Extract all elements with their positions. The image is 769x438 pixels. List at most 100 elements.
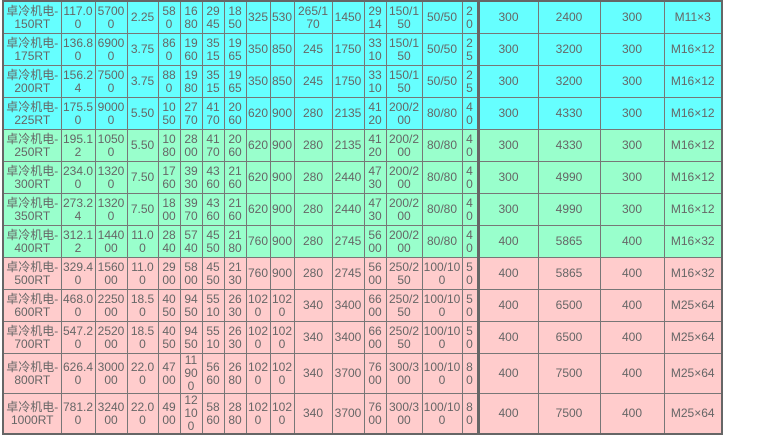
table-cell: 850 — [269, 33, 295, 66]
model-name-cell: 卓冷机电-175RT — [2, 33, 62, 66]
table-cell: 2135 — [331, 129, 365, 162]
table-row: 卓冷机电-800RT 626.40 300000 22.00 4700 11900 5660… — [2, 353, 723, 394]
table-row: 卓冷机电-200RT 156.24 75000 3.75 880 1980 3515 1965… — [2, 65, 723, 98]
table-cell: 200/200 — [385, 97, 423, 130]
table-cell: 200/200 — [385, 193, 423, 226]
table-cell: 4330 — [537, 97, 601, 130]
table-cell: 4050 — [157, 321, 181, 354]
table-cell: 2130 — [223, 257, 247, 290]
table-cell: 10500 — [94, 129, 128, 162]
table-cell: 90000 — [94, 97, 128, 130]
table-cell: 300 — [476, 33, 539, 66]
table-cell: 40 — [461, 225, 479, 258]
table-cell: 80/80 — [421, 129, 463, 162]
table-cell: 80 — [461, 353, 479, 394]
table-cell: 3515 — [201, 65, 225, 98]
table-cell: 350 — [245, 65, 271, 98]
table-cell: 547.20 — [60, 321, 96, 354]
table-cell: 4700 — [157, 353, 181, 394]
table-cell: 156.24 — [60, 65, 96, 98]
table-row: 卓冷机电-400RT 312.12 144000 11.00 2840 5740 4550 2… — [2, 225, 723, 258]
table-cell: 22.00 — [126, 393, 159, 435]
table-cell: 400 — [476, 393, 539, 435]
table-cell: M25×64 — [663, 289, 723, 322]
table-cell: 1020 — [245, 393, 271, 435]
table-cell: 300 — [599, 65, 665, 98]
table-cell: 1980 — [179, 65, 203, 98]
table-cell: 900 — [269, 257, 295, 290]
table-cell: 7.50 — [126, 193, 159, 226]
table-cell: 580 — [157, 0, 181, 34]
table-cell: 3930 — [179, 161, 203, 194]
table-cell: 6500 — [537, 289, 601, 322]
table-cell: 4360 — [201, 193, 225, 226]
model-name-cell: 卓冷机电-300RT — [2, 161, 62, 194]
table-cell: 280 — [293, 129, 333, 162]
table-cell: 2840 — [157, 225, 181, 258]
table-cell: 50/50 — [421, 33, 463, 66]
table-cell: M25×64 — [663, 321, 723, 354]
table-cell: 280 — [293, 225, 333, 258]
table-cell: 4900 — [157, 393, 181, 435]
table-cell: M25×64 — [663, 393, 723, 435]
table-cell: 250/250 — [385, 321, 423, 354]
table-cell: 5865 — [537, 225, 601, 258]
table-cell: M16×12 — [663, 193, 723, 226]
table-cell: 12100 — [179, 393, 203, 435]
table-cell: 80/80 — [421, 97, 463, 130]
table-cell: 300 — [599, 193, 665, 226]
table-cell: 1850 — [223, 0, 247, 34]
table-cell: 265/170 — [293, 0, 333, 34]
table-cell: 325 — [245, 0, 271, 34]
table-cell: 18.50 — [126, 289, 159, 322]
table-cell: 300 — [476, 129, 539, 162]
table-cell: 50 — [461, 321, 479, 354]
model-name-cell: 卓冷机电-400RT — [2, 225, 62, 258]
table-cell: 20 — [461, 0, 479, 34]
table-cell: M16×12 — [663, 129, 723, 162]
table-cell: 4730 — [363, 161, 387, 194]
table-cell: 250/250 — [385, 257, 423, 290]
table-cell: M16×12 — [663, 97, 723, 130]
table-cell: 300 — [476, 161, 539, 194]
table-cell: 3200 — [537, 65, 601, 98]
table-cell: 1750 — [331, 33, 365, 66]
table-cell: 195.12 — [60, 129, 96, 162]
table-cell: 18.50 — [126, 321, 159, 354]
table-cell: 329.40 — [60, 257, 96, 290]
table-cell: 2745 — [331, 257, 365, 290]
table-cell: 900 — [269, 97, 295, 130]
table-cell: 300 — [476, 193, 539, 226]
table-cell: 3515 — [201, 33, 225, 66]
table-cell: 69000 — [94, 33, 128, 66]
table-cell: 4330 — [537, 129, 601, 162]
table-cell: 11.00 — [126, 225, 159, 258]
table-cell: 300 — [599, 161, 665, 194]
table-cell: 1020 — [269, 321, 295, 354]
table-cell: 40 — [461, 161, 479, 194]
table-cell: 312.12 — [60, 225, 96, 258]
table-cell: 5600 — [363, 257, 387, 290]
table-cell: 50 — [461, 257, 479, 290]
table-cell: 620 — [245, 97, 271, 130]
table-cell: 1760 — [157, 161, 181, 194]
table-row: 卓冷机电-700RT 547.20 252000 18.50 4050 9450 5510 2… — [2, 321, 723, 354]
table-cell: 57000 — [94, 0, 128, 34]
table-cell: 75000 — [94, 65, 128, 98]
table-cell: 7.50 — [126, 161, 159, 194]
table-cell: 1020 — [245, 289, 271, 322]
table-cell: 1750 — [331, 65, 365, 98]
table-cell: 2400 — [537, 0, 601, 34]
table-cell: 4550 — [201, 257, 225, 290]
table-cell: 150/150 — [385, 65, 423, 98]
table-cell: 6600 — [363, 289, 387, 322]
table-cell: 1680 — [179, 0, 203, 34]
table-cell: 225000 — [94, 289, 128, 322]
table-cell: 300000 — [94, 353, 128, 394]
table-cell: 340 — [293, 393, 333, 435]
table-cell: 2800 — [179, 129, 203, 162]
table-cell: 4120 — [363, 129, 387, 162]
table-row: 卓冷机电-300RT 234.00 13200 7.50 1760 3930 4360 216… — [2, 161, 723, 194]
model-name-cell: 卓冷机电-1000RT — [2, 393, 62, 435]
table-cell: 280 — [293, 257, 333, 290]
